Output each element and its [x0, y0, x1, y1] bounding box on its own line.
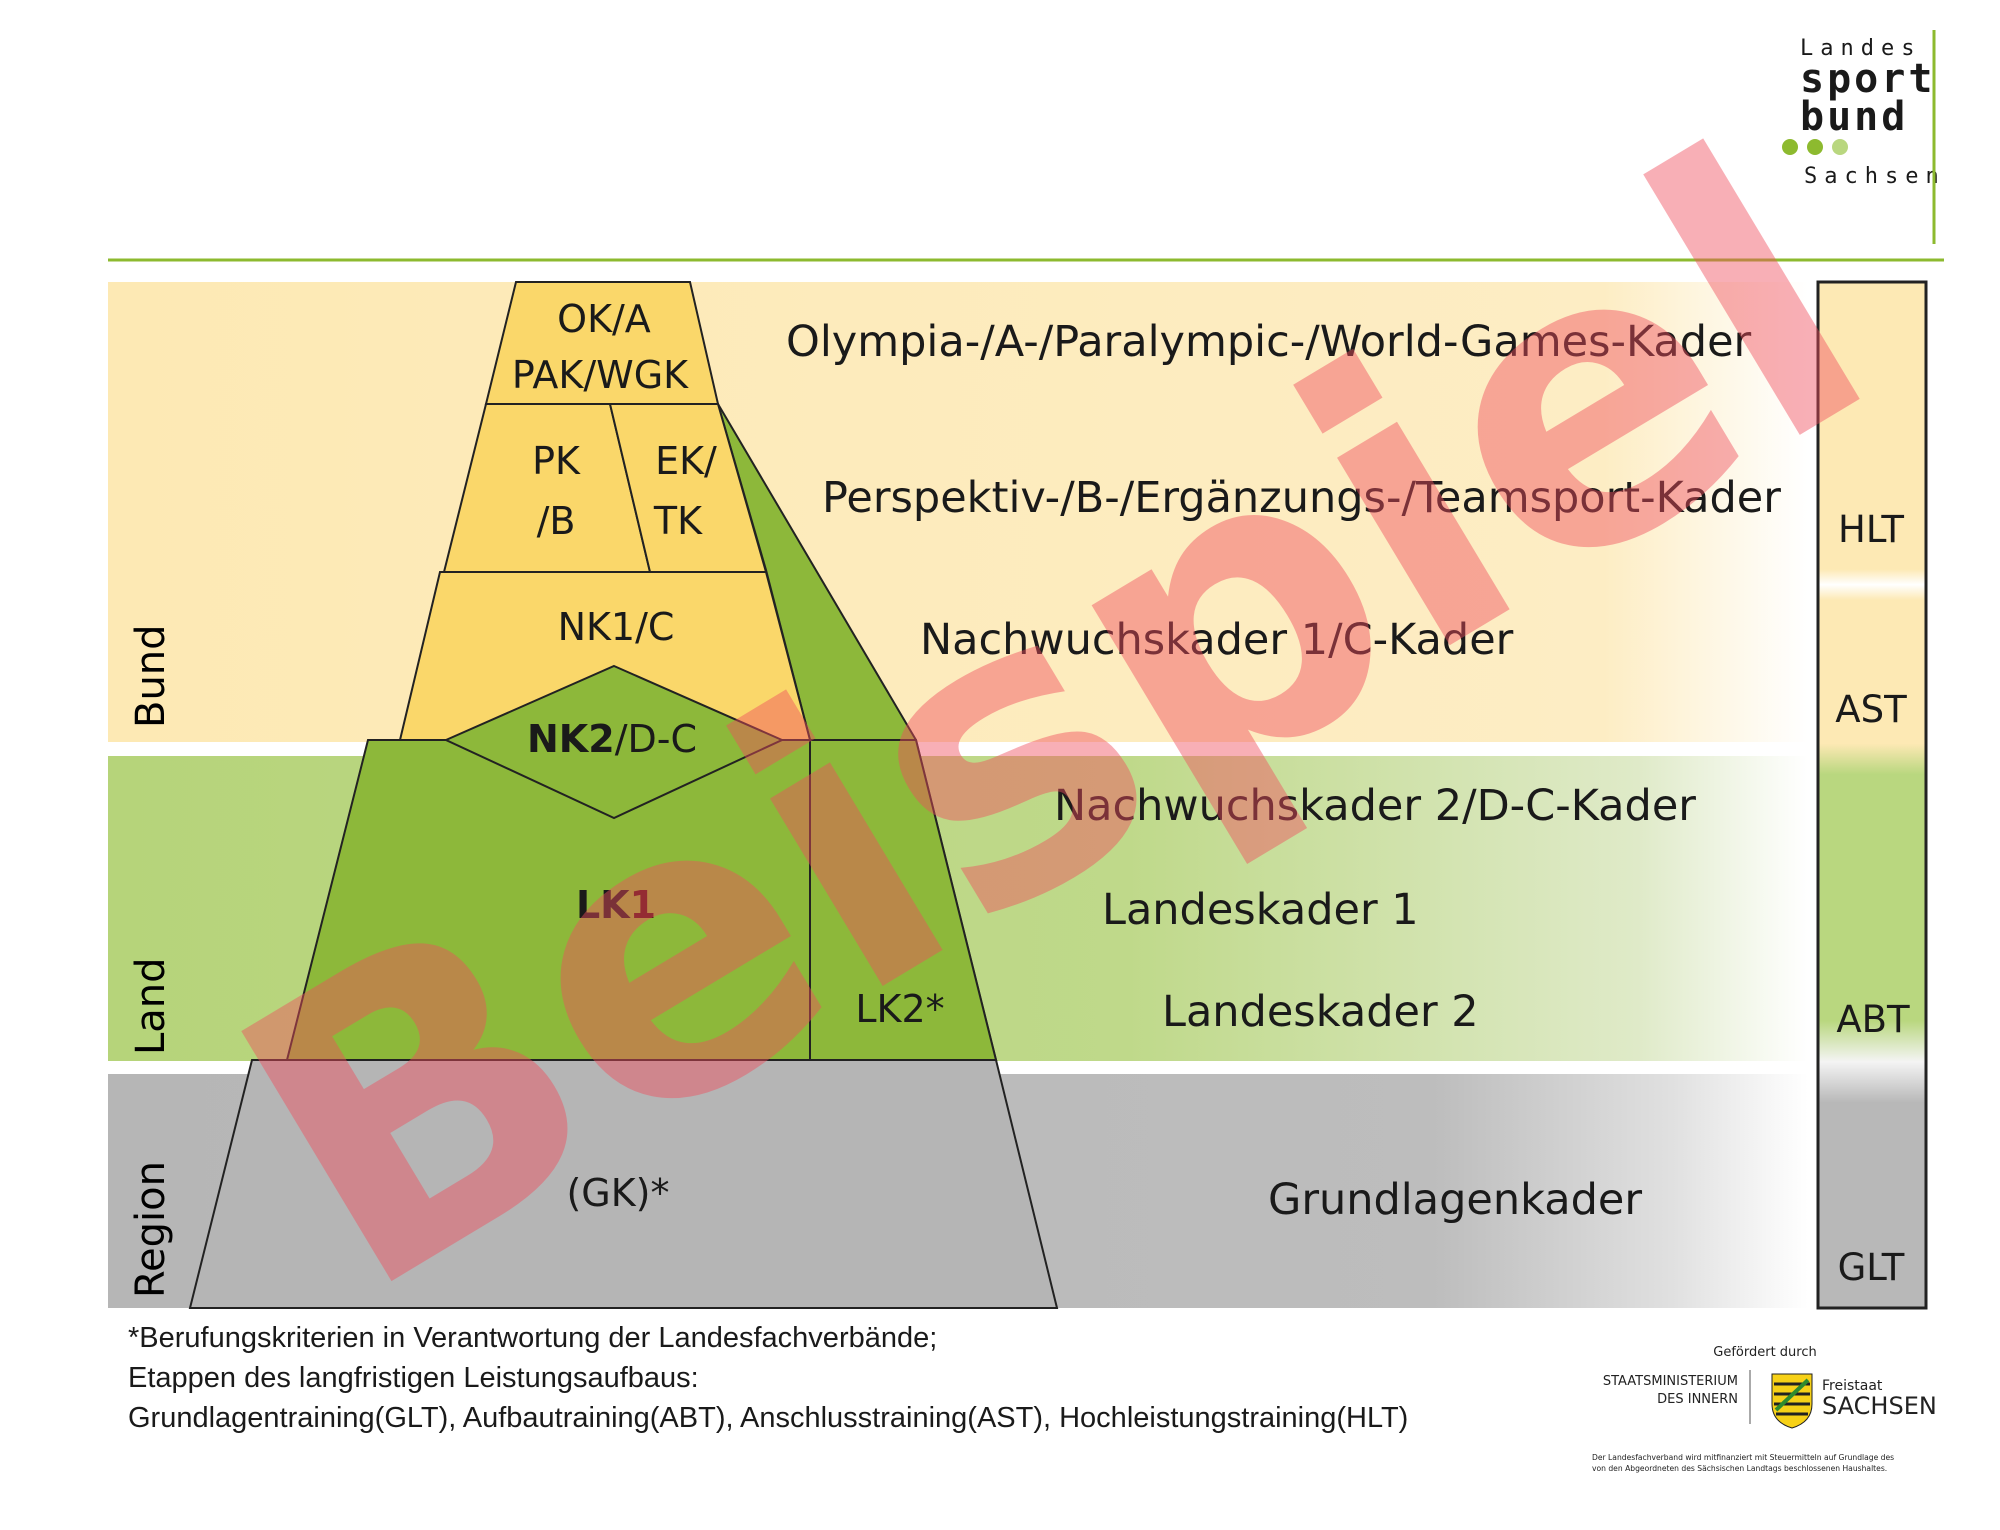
- logo-bund: bund: [1800, 94, 1908, 140]
- label-lk1-digit: 1: [630, 883, 656, 927]
- logo-dot-3: [1832, 139, 1848, 155]
- funding-label: Gefördert durch: [1713, 1345, 1816, 1360]
- desc-lk2: Landeskader 2: [1162, 987, 1479, 1037]
- desc-gk: Grundlagenkader: [1268, 1175, 1642, 1225]
- funding-block: Gefördert durch STAATSMINISTERIUM DES IN…: [1592, 1345, 1937, 1473]
- ministry-line-2: DES INNERN: [1657, 1392, 1738, 1407]
- label-nk2-rest: /D-C: [615, 717, 697, 761]
- cadre-pyramid: [188, 281, 1059, 1309]
- label-nk1: NK1/C: [558, 605, 675, 649]
- state-line-1: Freistaat: [1822, 1378, 1883, 1394]
- desc-olympia: Olympia-/A-/Paralympic-/World-Games-Kade…: [786, 317, 1752, 367]
- funding-note-line-1: Der Landesfachverband wird mitfinanziert…: [1592, 1453, 1894, 1462]
- logo-sport: sport: [1800, 56, 1935, 102]
- logo-dot-2: [1807, 139, 1823, 155]
- footnote-line-2: Etappen des langfristigen Leistungsaufba…: [128, 1362, 699, 1394]
- training-stage-bar: HLT AST ABT GLT: [1816, 280, 1928, 1310]
- level-label-land: Land: [128, 957, 174, 1055]
- stage-label-hlt: HLT: [1838, 508, 1904, 551]
- desc-perspektiv: Perspektiv-/B-/Ergänzungs-/Teamsport-Kad…: [822, 473, 1781, 523]
- block-lk2: [809, 739, 998, 1061]
- label-lk1-prefix: LK: [576, 883, 631, 927]
- logo-landes: Landes: [1800, 36, 1921, 61]
- label-lk2: LK2*: [855, 987, 944, 1031]
- state-line-2: SACHSEN: [1822, 1392, 1937, 1420]
- label-pk-line2: /B: [537, 499, 576, 543]
- label-ek-line1: EK/: [655, 439, 717, 483]
- footnote: *Berufungskriterien in Verantwortung der…: [128, 1318, 1408, 1438]
- ministry-line-1: STAATSMINISTERIUM: [1603, 1374, 1738, 1389]
- level-label-bund: Bund: [128, 624, 174, 728]
- label-gk: (GK)*: [566, 1171, 669, 1215]
- block-nk2: [443, 664, 785, 820]
- logo-dot-1: [1782, 139, 1798, 155]
- stage-label-glt: GLT: [1838, 1246, 1905, 1289]
- desc-lk1: Landeskader 1: [1102, 885, 1419, 935]
- desc-nk2: Nachwuchskader 2/D-C-Kader: [1054, 781, 1696, 831]
- saxony-coat-of-arms-icon: [1771, 1373, 1813, 1429]
- label-nk2-bold: NK2: [527, 717, 615, 761]
- stage-bar-frame: [1816, 280, 1928, 1310]
- funding-note-line-2: von den Abgeordneten des Sächsischen Lan…: [1592, 1464, 1887, 1473]
- stage-label-ast: AST: [1835, 688, 1907, 731]
- desc-nk1: Nachwuchskader 1/C-Kader: [920, 615, 1514, 665]
- block-ok: [484, 281, 720, 405]
- label-ok-line1: OK/A: [557, 297, 651, 341]
- landessportbund-logo: Landes sport bund Sachsen: [1782, 30, 1946, 244]
- label-ek-line2: TK: [653, 499, 703, 543]
- stage-label-abt: ABT: [1836, 998, 1910, 1041]
- footnote-line-3: Grundlagentraining(GLT), Aufbautraining(…: [128, 1402, 1409, 1434]
- bund-band: [108, 282, 1808, 742]
- label-pk-line1: PK: [532, 439, 581, 483]
- level-label-region: Region: [128, 1161, 174, 1298]
- logo-sachsen: Sachsen: [1804, 164, 1946, 189]
- label-nk2: NK2/D-C: [527, 717, 697, 761]
- footnote-line-1: *Berufungskriterien in Verantwortung der…: [128, 1322, 938, 1354]
- label-lk1: LK1: [576, 883, 656, 927]
- label-ok-line2: PAK/WGK: [512, 353, 689, 397]
